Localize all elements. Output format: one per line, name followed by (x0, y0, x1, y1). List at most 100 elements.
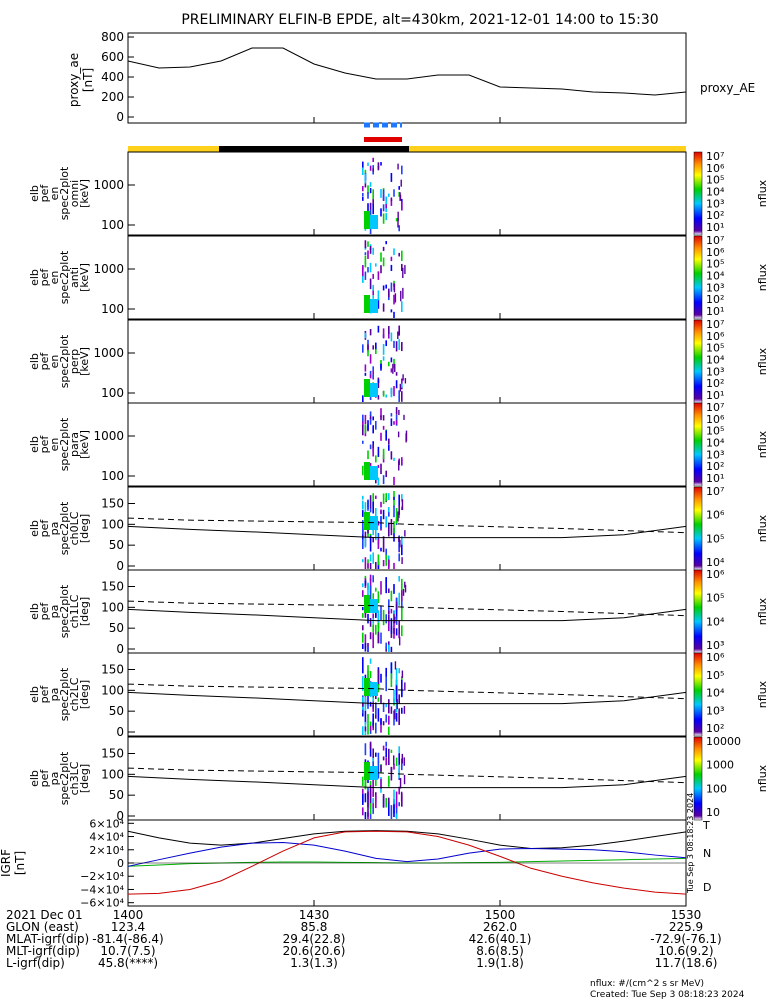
ephemeris-value: 1.3(1.3) (290, 956, 338, 970)
colorbar-tick-label: 10¹ (706, 472, 724, 485)
panel-ylabel: anti (68, 267, 81, 288)
proxy-ae-tick-label: 0 (116, 110, 124, 124)
igrf-ylabel-2: [nT] (13, 851, 27, 875)
panel-ytick-label: 50 (109, 788, 124, 802)
spectrogram-cell (369, 658, 372, 664)
spectrogram-cell (385, 554, 387, 566)
proxy-ae-tick-label: 800 (101, 30, 124, 44)
spectrogram-cell (369, 245, 372, 251)
spectrogram-cell (398, 708, 400, 726)
spectrogram-cell (362, 590, 364, 597)
spectrogram-cell (369, 563, 372, 569)
spectrogram-cell (401, 679, 403, 697)
spectrogram-cell (377, 684, 380, 693)
panel-ylabel: omni (68, 180, 81, 207)
colorbar-tick-label: 10⁷ (706, 401, 724, 414)
anti-loss-cone-line (127, 767, 687, 784)
ephemeris-value: 1530 (671, 908, 702, 922)
panel-ylabel: elb (28, 353, 41, 370)
panel-frame (127, 486, 687, 571)
proxy-ae-ylabel-1: proxy_ae (67, 53, 81, 107)
spectrogram-cell (372, 593, 374, 599)
panel-frame (127, 569, 687, 654)
colorbar-tick-label: 10² (706, 460, 724, 473)
spectrogram-cell (399, 383, 402, 392)
spectrogram-cell (390, 199, 393, 206)
spectrogram-cell (388, 775, 390, 787)
spectrogram-cell (401, 391, 403, 402)
colorbar-tick-label: 10⁵ (706, 425, 724, 438)
spectrogram-cell (369, 329, 372, 336)
spectrogram-cell (367, 162, 369, 166)
spectrogram-cell (385, 747, 387, 758)
colorbar-tick-label: 10³ (706, 639, 724, 652)
spectrogram-cell (397, 211, 399, 222)
spectrogram-cell (369, 554, 372, 562)
spectrogram-cell (364, 379, 370, 397)
spectrogram-cell (393, 189, 395, 197)
colorbar-tick-label: 10⁶ (706, 246, 725, 259)
spectrogram-cell (390, 332, 393, 342)
ephemeris-value: -72.9(-76.1) (650, 932, 721, 946)
spectrogram-cell (388, 507, 390, 516)
panel-ylabel: pef (38, 685, 51, 704)
spectrogram-cell (369, 721, 372, 729)
spectrogram-cell (388, 620, 390, 632)
spectrogram-cell (362, 625, 364, 631)
spectrogram-cell (362, 776, 364, 787)
spectrogram-cell (377, 271, 380, 280)
colorbar (693, 319, 703, 404)
panel-frame (127, 736, 687, 821)
spectrogram-cell (398, 636, 401, 646)
spectrogram-cell (369, 202, 372, 211)
spectrogram-cell (367, 192, 369, 199)
colorbar-tick-label: 10 (706, 806, 720, 819)
spectrogram-cell (372, 290, 374, 296)
spectrogram-cell (377, 464, 380, 469)
spectrogram-cell (380, 432, 382, 441)
spectrogram-cell (362, 465, 364, 476)
colorbar-label: nflux (756, 263, 769, 291)
spectrogram-cell (362, 559, 364, 563)
spectrogram-cell (402, 374, 404, 381)
spectrogram-cell (369, 803, 372, 815)
spectrogram-cell (393, 562, 395, 569)
orbit-bar-day-right (409, 146, 686, 152)
panel-ylabel: elb (28, 770, 41, 787)
panel-ytick-label: 100 (101, 517, 124, 531)
spectrogram-cell (401, 201, 403, 211)
spectrogram-cell (395, 803, 398, 818)
spectrogram-cell (364, 710, 367, 724)
spectrogram-cell (399, 777, 402, 789)
spectrogram-cell (385, 667, 387, 677)
panel-frame (127, 151, 687, 236)
panel-ylabel: spec2plot (58, 417, 71, 471)
spectrogram-cell (380, 632, 382, 644)
spectrogram-cell (377, 379, 380, 383)
spectrogram-cell (395, 687, 398, 702)
spectrogram-cell (362, 185, 364, 192)
igrf-lines (127, 830, 687, 895)
spectrogram-cell (382, 721, 385, 726)
spectrogram-cell (370, 299, 378, 313)
spectrogram-cell (375, 587, 377, 592)
spectrogram-cell (377, 446, 380, 457)
spectrogram-cell (390, 387, 393, 398)
spectrogram-cell (393, 610, 395, 615)
spectrogram-cell (375, 624, 377, 635)
spectrogram-cell (403, 705, 406, 714)
spectrogram-cell (400, 179, 402, 187)
spectrogram-cell (398, 325, 400, 336)
orbit-bar-night (219, 146, 409, 152)
spectrogram-cell (364, 240, 367, 249)
spectrogram-cell (382, 559, 385, 567)
panel-perp: 1000100elbpefenspec2plotperp[keV]10⁷10⁶1… (28, 318, 769, 404)
spectrogram-cell (394, 661, 397, 670)
spectrogram-cell (367, 582, 369, 599)
panel-ylabel: elb (28, 686, 41, 703)
panel-ylabel: pa (48, 522, 61, 536)
colorbar (693, 151, 703, 236)
spectrogram-cell (370, 682, 378, 696)
spectrogram-cell (382, 702, 385, 713)
